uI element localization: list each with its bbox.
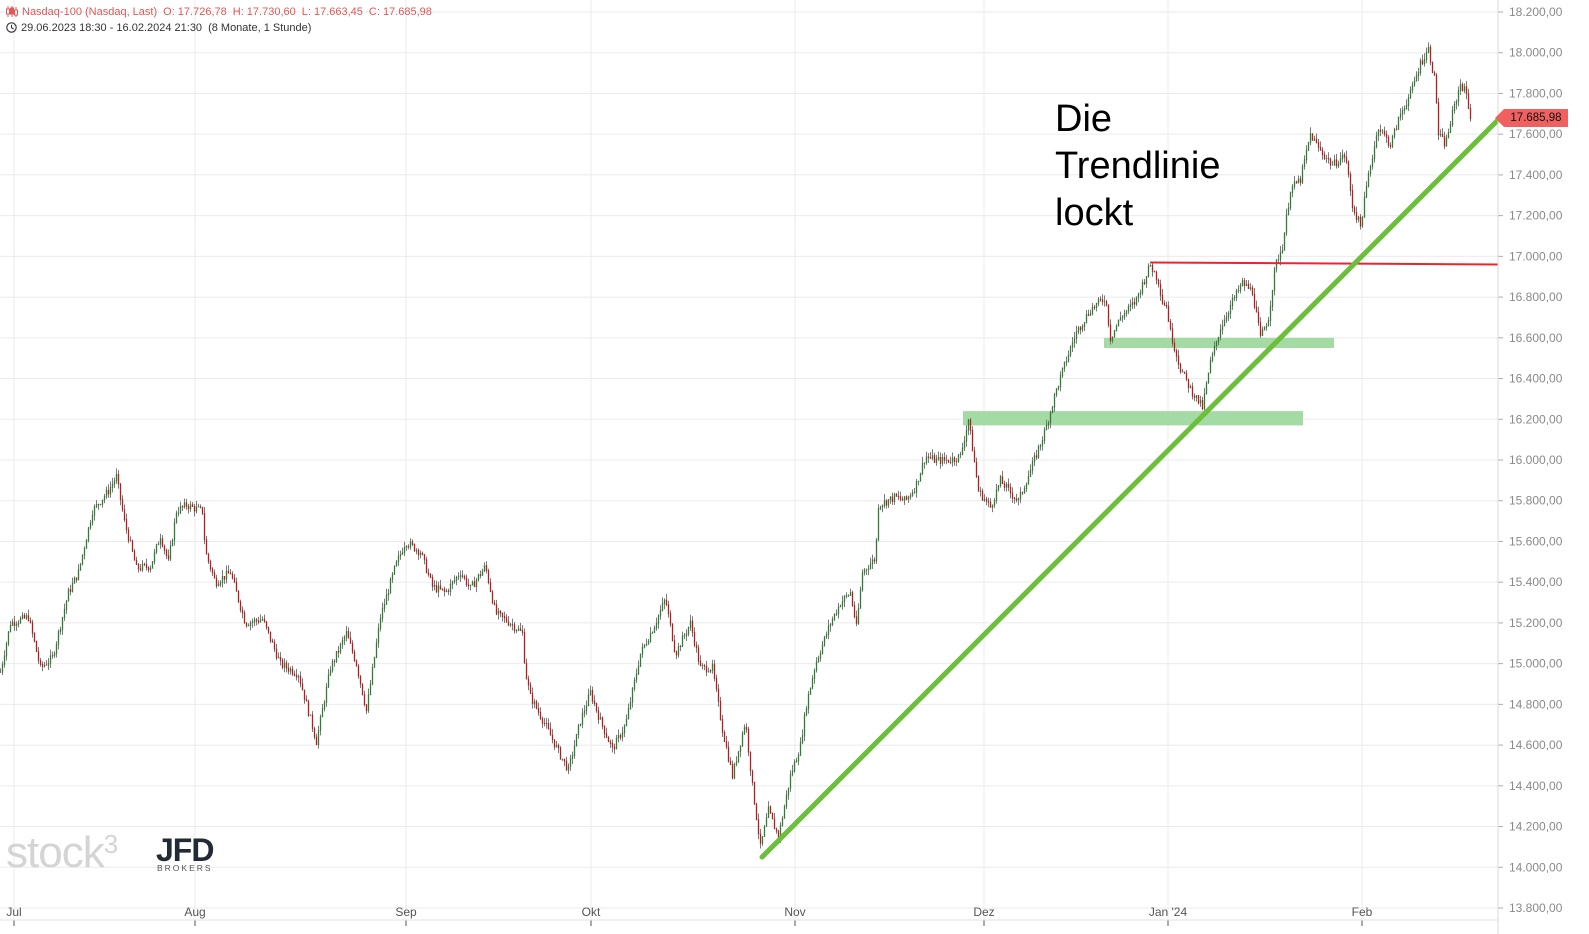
x-tick-label: Dez (973, 905, 994, 919)
instrument-name: Nasdaq-100 (Nasdaq, Last) (22, 6, 158, 18)
y-tick-label: 17.600,00 (1509, 127, 1563, 141)
x-tick-label: Aug (184, 905, 205, 919)
high-value: H: 17.730,60 (232, 6, 296, 18)
y-tick-label: 17.000,00 (1509, 249, 1563, 263)
resistance-line (1149, 261, 1499, 266)
y-tick-label: 16.400,00 (1509, 372, 1563, 386)
y-tick-label: 14.000,00 (1509, 860, 1563, 874)
y-tick-label: 16.000,00 (1509, 453, 1563, 467)
y-tick-label: 18.000,00 (1509, 46, 1563, 60)
y-tick-label: 15.000,00 (1509, 657, 1563, 671)
x-tick-label: Okt (582, 905, 601, 919)
annotation-line-1: Die (1055, 98, 1113, 140)
y-tick-label: 15.800,00 (1509, 494, 1563, 508)
stock3-logo: stock3 (6, 828, 119, 878)
time-range: 29.06.2023 18:30 - 16.02.2024 21:30 (8 Mo… (6, 21, 317, 37)
y-tick-label: 17.400,00 (1509, 168, 1563, 182)
y-tick-label: 17.200,00 (1509, 209, 1563, 223)
chart-annotation[interactable]: Die Trendlinie lockt (1055, 96, 1220, 237)
y-tick-label: 15.400,00 (1509, 575, 1563, 589)
y-tick-label: 14.600,00 (1509, 738, 1563, 752)
y-tick-label: 13.800,00 (1509, 901, 1563, 915)
low-value: L: 17.663,45 (301, 6, 363, 18)
y-tick-label: 16.800,00 (1509, 290, 1563, 304)
stock3-text: stock (6, 828, 105, 877)
y-tick-label: 14.400,00 (1509, 779, 1563, 793)
x-tick-label: Sep (395, 905, 417, 919)
jfd-logo: JFD (156, 832, 214, 868)
chart-grid (0, 0, 1498, 920)
y-tick-label: 16.200,00 (1509, 412, 1563, 426)
support-zone (963, 411, 1303, 426)
trendline (759, 117, 1501, 860)
y-tick-label: 15.600,00 (1509, 534, 1563, 548)
date-range: 29.06.2023 18:30 - 16.02.2024 21:30 (21, 22, 203, 34)
close-value: C: 17.685,98 (368, 6, 432, 18)
watermark-logo: stock3 JFD BROKERS (6, 828, 214, 878)
y-tick-label: 16.600,00 (1509, 331, 1563, 345)
x-tick-label: Jul (6, 905, 21, 919)
y-tick-label: 18.200,00 (1509, 5, 1563, 19)
x-tick-label: Feb (1352, 905, 1373, 919)
y-tick-label: 14.200,00 (1509, 820, 1563, 834)
period-label: (8 Monate, 1 Stunde) (208, 22, 312, 34)
annotation-line-3: lockt (1055, 192, 1134, 234)
y-tick-label: 17.800,00 (1509, 86, 1563, 100)
y-tick-label: 15.200,00 (1509, 616, 1563, 630)
clock-icon (6, 22, 17, 37)
y-axis[interactable]: 18.200,00 18.000,00 17.800,00 17.600,00 17.4… (1497, 0, 1563, 934)
annotation-line-2: Trendlinie (1055, 145, 1221, 187)
stock3-sup: 3 (103, 829, 119, 859)
candlestick-icon (6, 6, 18, 21)
drawn-lines (759, 117, 1501, 860)
support-zones (963, 337, 1334, 426)
open-value: O: 17.726,78 (163, 6, 227, 18)
x-tick-label: Nov (784, 905, 805, 919)
last-price-tag: 17.685,98 (1495, 109, 1568, 127)
x-tick-label: Jan '24 (1149, 905, 1188, 919)
instrument-header: Nasdaq-100 (Nasdaq, Last) O: 17.726,78 H: … (6, 5, 438, 21)
candlesticks (0, 42, 1472, 849)
jfd-brokers-text: BROKERS (157, 863, 213, 873)
x-axis[interactable]: Jul Aug Sep Okt Nov Dez Jan '24 Feb (0, 905, 1498, 926)
y-tick-label: 14.800,00 (1509, 697, 1563, 711)
